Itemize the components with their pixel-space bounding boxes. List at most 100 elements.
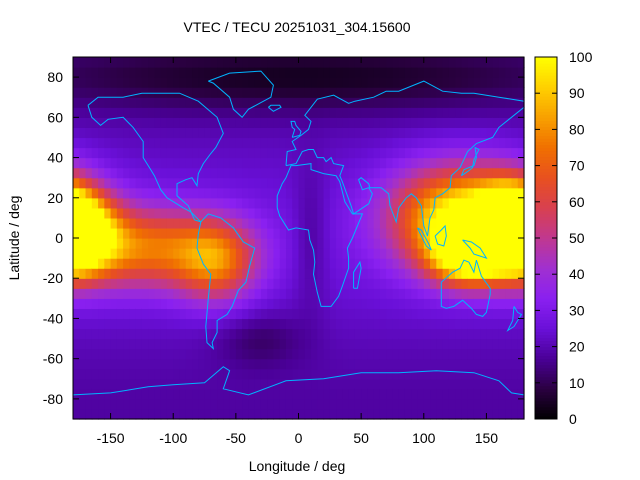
heatmap-cell (116, 177, 124, 189)
heatmap-cell (423, 338, 431, 350)
heatmap-cell (204, 77, 212, 88)
heatmap-cell (242, 217, 249, 229)
heatmap-cell (223, 408, 231, 420)
heatmap-cell (135, 388, 143, 400)
heatmap-cell (473, 278, 481, 289)
heatmap-cell (430, 318, 437, 330)
heatmap-cell (285, 308, 293, 320)
heatmap-cell (292, 368, 300, 380)
heatmap-cell (192, 238, 199, 249)
heatmap-cell (98, 328, 105, 340)
heatmap-cell (229, 318, 237, 330)
heatmap-cell (242, 177, 249, 189)
heatmap-cell (135, 87, 143, 98)
heatmap-cell (192, 378, 199, 390)
heatmap-cell (98, 368, 105, 380)
heatmap-cell (129, 147, 137, 159)
heatmap-cell (467, 177, 475, 189)
heatmap-cell (505, 338, 513, 350)
heatmap-cell (173, 137, 181, 149)
heatmap-cell (204, 348, 212, 360)
heatmap-cell (235, 398, 243, 410)
heatmap-cell (285, 107, 293, 118)
heatmap-cell (267, 167, 275, 179)
heatmap-cell (160, 187, 168, 199)
heatmap-cell (267, 217, 275, 229)
heatmap-cell (166, 258, 174, 269)
heatmap-cell (79, 278, 87, 289)
heatmap-cell (348, 187, 356, 199)
heatmap-cell (98, 348, 105, 360)
heatmap-cell (210, 87, 218, 98)
heatmap-cell (448, 358, 456, 370)
colorbar-strip (535, 295, 557, 299)
heatmap-cell (361, 318, 368, 330)
heatmap-cell (148, 308, 156, 320)
heatmap-cell (235, 238, 243, 249)
heatmap-cell (511, 288, 519, 299)
heatmap-cell (436, 378, 444, 390)
heatmap-cell (192, 248, 199, 259)
heatmap-cell (116, 248, 124, 259)
heatmap-cell (492, 308, 500, 320)
heatmap-cell (279, 207, 287, 219)
heatmap-cell (292, 338, 300, 350)
heatmap-cell (423, 137, 431, 149)
heatmap-cell (411, 298, 419, 309)
heatmap-cell (392, 278, 400, 289)
heatmap-cell (392, 227, 400, 239)
heatmap-cell (430, 358, 437, 370)
heatmap-cell (304, 248, 312, 259)
colorbar-strip (535, 334, 557, 339)
heatmap-cell (367, 97, 375, 108)
heatmap-cell (323, 197, 331, 209)
colorbar-strip (535, 210, 557, 215)
heatmap-cell (455, 278, 462, 289)
heatmap-cell (198, 97, 206, 108)
heatmap-cell (242, 298, 249, 309)
heatmap-cell (467, 298, 475, 309)
heatmap-cell (292, 227, 300, 239)
heatmap-cell (248, 187, 256, 199)
heatmap-cell (254, 107, 262, 118)
heatmap-cell (354, 338, 362, 350)
heatmap-cell (242, 278, 249, 289)
heatmap-cell (311, 298, 318, 309)
heatmap-cell (210, 348, 218, 360)
heatmap-cell (79, 207, 87, 219)
colorbar-strip (535, 159, 557, 164)
heatmap-cell (279, 398, 287, 410)
heatmap-cell (417, 177, 425, 189)
heatmap-cell (311, 167, 318, 179)
heatmap-cell (436, 107, 444, 118)
heatmap-cell (417, 368, 425, 380)
heatmap-cell (217, 278, 224, 289)
heatmap-cell (480, 67, 488, 78)
heatmap-cell (348, 157, 356, 169)
heatmap-cell (379, 278, 387, 289)
heatmap-cell (229, 107, 237, 118)
heatmap-cell (423, 177, 431, 189)
heatmap-cell (160, 137, 168, 149)
heatmap-cell (104, 288, 112, 299)
colorbar-strip (535, 87, 557, 91)
heatmap-cell (148, 147, 156, 159)
heatmap-cell (411, 227, 419, 239)
heatmap-cell (404, 197, 412, 209)
heatmap-cell (417, 278, 425, 289)
heatmap-cell (267, 348, 275, 360)
heatmap-cell (323, 97, 331, 108)
heatmap-cell (455, 378, 462, 390)
heatmap-cell (185, 298, 193, 309)
heatmap-cell (166, 217, 174, 229)
heatmap-cell (436, 177, 444, 189)
heatmap-cell (329, 348, 337, 360)
heatmap-cell (379, 378, 387, 390)
heatmap-cell (260, 77, 268, 88)
heatmap-cell (348, 398, 356, 410)
heatmap-cell (486, 117, 494, 128)
heatmap-cell (473, 227, 481, 239)
heatmap-cell (198, 87, 206, 98)
heatmap-cell (73, 107, 80, 118)
heatmap-cell (304, 57, 312, 68)
